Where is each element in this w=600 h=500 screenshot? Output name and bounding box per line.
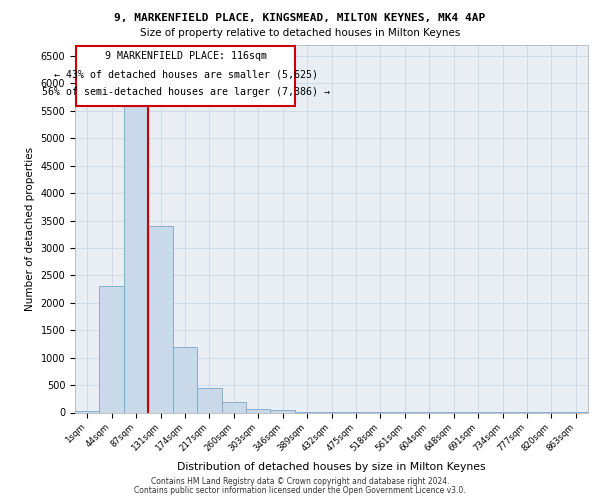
FancyBboxPatch shape xyxy=(76,46,295,106)
X-axis label: Distribution of detached houses by size in Milton Keynes: Distribution of detached houses by size … xyxy=(177,462,486,471)
Bar xyxy=(197,388,221,412)
Bar xyxy=(100,286,124,412)
Text: ← 43% of detached houses are smaller (5,625): ← 43% of detached houses are smaller (5,… xyxy=(53,69,317,79)
Text: 56% of semi-detached houses are larger (7,386) →: 56% of semi-detached houses are larger (… xyxy=(41,87,329,97)
Text: Contains HM Land Registry data © Crown copyright and database right 2024.: Contains HM Land Registry data © Crown c… xyxy=(151,478,449,486)
Bar xyxy=(124,100,148,412)
Text: 9 MARKENFIELD PLACE: 116sqm: 9 MARKENFIELD PLACE: 116sqm xyxy=(104,51,266,61)
Bar xyxy=(246,408,271,412)
Y-axis label: Number of detached properties: Number of detached properties xyxy=(25,146,35,311)
Text: 9, MARKENFIELD PLACE, KINGSMEAD, MILTON KEYNES, MK4 4AP: 9, MARKENFIELD PLACE, KINGSMEAD, MILTON … xyxy=(115,12,485,22)
Bar xyxy=(75,411,100,412)
Text: Size of property relative to detached houses in Milton Keynes: Size of property relative to detached ho… xyxy=(140,28,460,38)
Bar xyxy=(271,410,295,412)
Text: Contains public sector information licensed under the Open Government Licence v3: Contains public sector information licen… xyxy=(134,486,466,495)
Bar xyxy=(221,402,246,412)
Bar xyxy=(148,226,173,412)
Bar xyxy=(173,346,197,412)
